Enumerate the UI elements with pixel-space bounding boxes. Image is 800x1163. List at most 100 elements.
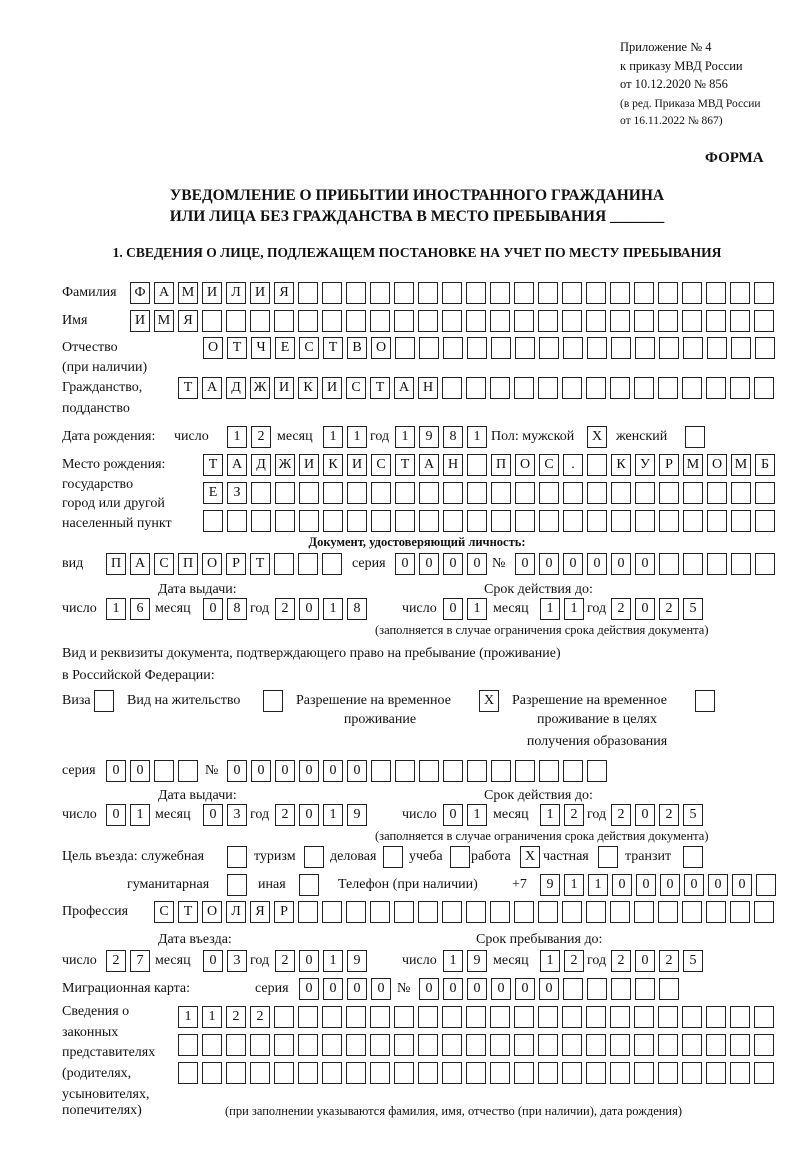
char-box[interactable]: 1 (106, 598, 126, 620)
char-box[interactable]: П (178, 553, 198, 575)
char-box[interactable]: 1 (467, 804, 487, 826)
char-box[interactable] (562, 1034, 582, 1056)
char-box[interactable] (514, 1062, 534, 1084)
char-box[interactable]: 0 (347, 760, 367, 782)
char-box[interactable]: 5 (683, 598, 703, 620)
char-box[interactable] (346, 901, 366, 923)
char-box[interactable] (707, 553, 727, 575)
char-box[interactable] (275, 510, 295, 532)
char-box[interactable] (419, 337, 439, 359)
char-box[interactable] (563, 337, 583, 359)
char-box[interactable]: 1 (347, 426, 367, 448)
char-box[interactable] (611, 978, 631, 1000)
char-box[interactable]: 6 (130, 598, 150, 620)
char-box[interactable] (730, 310, 750, 332)
char-box[interactable] (707, 482, 727, 504)
char-box[interactable] (731, 510, 751, 532)
char-box[interactable]: И (202, 282, 222, 304)
char-box[interactable] (611, 482, 631, 504)
char-box[interactable]: 2 (659, 598, 679, 620)
char-box[interactable]: 0 (323, 978, 343, 1000)
char-box[interactable]: 0 (611, 553, 631, 575)
char-box[interactable]: Т (203, 454, 223, 476)
char-box[interactable] (490, 1006, 510, 1028)
char-box[interactable]: 1 (323, 598, 343, 620)
char-box[interactable]: 0 (443, 804, 463, 826)
char-box[interactable]: 0 (684, 874, 704, 896)
char-box[interactable] (322, 310, 342, 332)
char-box[interactable] (394, 901, 414, 923)
char-box[interactable] (682, 901, 702, 923)
char-box[interactable]: 1 (323, 804, 343, 826)
char-box[interactable] (418, 282, 438, 304)
char-box[interactable]: 2 (226, 1006, 246, 1028)
char-box[interactable] (443, 482, 463, 504)
char-box[interactable] (418, 1062, 438, 1084)
char-box[interactable] (683, 337, 703, 359)
char-box[interactable] (755, 553, 775, 575)
char-box[interactable]: О (371, 337, 391, 359)
char-box[interactable] (442, 1006, 462, 1028)
char-box[interactable]: С (299, 337, 319, 359)
char-box[interactable] (346, 282, 366, 304)
char-box[interactable] (298, 1034, 318, 1056)
char-box[interactable]: Е (203, 482, 223, 504)
char-box[interactable] (730, 1062, 750, 1084)
char-box[interactable] (274, 1034, 294, 1056)
char-box[interactable] (178, 760, 198, 782)
char-box[interactable]: 0 (636, 874, 656, 896)
char-box[interactable]: 8 (443, 426, 463, 448)
char-box[interactable]: Р (659, 454, 679, 476)
char-box[interactable] (370, 1034, 390, 1056)
char-box[interactable] (659, 510, 679, 532)
char-box[interactable] (634, 282, 654, 304)
char-box[interactable] (467, 454, 487, 476)
char-box[interactable] (370, 901, 390, 923)
char-box[interactable]: А (130, 553, 150, 575)
char-box[interactable] (658, 282, 678, 304)
char-box[interactable] (754, 1062, 774, 1084)
char-box[interactable]: С (371, 454, 391, 476)
char-box[interactable] (490, 282, 510, 304)
char-box[interactable] (754, 310, 774, 332)
char-box[interactable] (754, 282, 774, 304)
char-box[interactable]: З (227, 482, 247, 504)
char-box[interactable] (491, 482, 511, 504)
char-box[interactable]: 9 (347, 950, 367, 972)
char-box[interactable] (562, 282, 582, 304)
char-box[interactable] (514, 1034, 534, 1056)
char-box[interactable] (562, 377, 582, 399)
char-box[interactable]: М (178, 282, 198, 304)
char-box[interactable] (658, 1034, 678, 1056)
char-box[interactable]: 0 (106, 804, 126, 826)
char-box[interactable]: 0 (467, 978, 487, 1000)
char-box[interactable]: Т (227, 337, 247, 359)
char-box[interactable]: 0 (323, 760, 343, 782)
char-box[interactable] (754, 377, 774, 399)
char-box[interactable] (442, 1034, 462, 1056)
char-box[interactable]: 0 (443, 553, 463, 575)
char-box[interactable] (563, 978, 583, 1000)
char-box[interactable] (371, 482, 391, 504)
char-box[interactable]: К (611, 454, 631, 476)
char-box[interactable] (466, 1006, 486, 1028)
char-box[interactable] (443, 510, 463, 532)
char-box[interactable] (586, 1062, 606, 1084)
char-box[interactable] (586, 282, 606, 304)
char-box[interactable] (371, 510, 391, 532)
char-box[interactable] (731, 337, 751, 359)
char-box[interactable]: Н (443, 454, 463, 476)
char-box[interactable] (274, 1006, 294, 1028)
char-box[interactable] (682, 1062, 702, 1084)
char-box[interactable] (634, 901, 654, 923)
char-box[interactable]: Ж (275, 454, 295, 476)
char-box[interactable] (298, 553, 318, 575)
char-box[interactable]: 0 (612, 874, 632, 896)
char-box[interactable]: 2 (611, 950, 631, 972)
char-box[interactable] (346, 1062, 366, 1084)
char-box[interactable]: 2 (251, 426, 271, 448)
char-box[interactable]: 1 (202, 1006, 222, 1028)
char-box[interactable] (466, 377, 486, 399)
char-box[interactable] (154, 760, 174, 782)
char-box[interactable] (610, 1034, 630, 1056)
